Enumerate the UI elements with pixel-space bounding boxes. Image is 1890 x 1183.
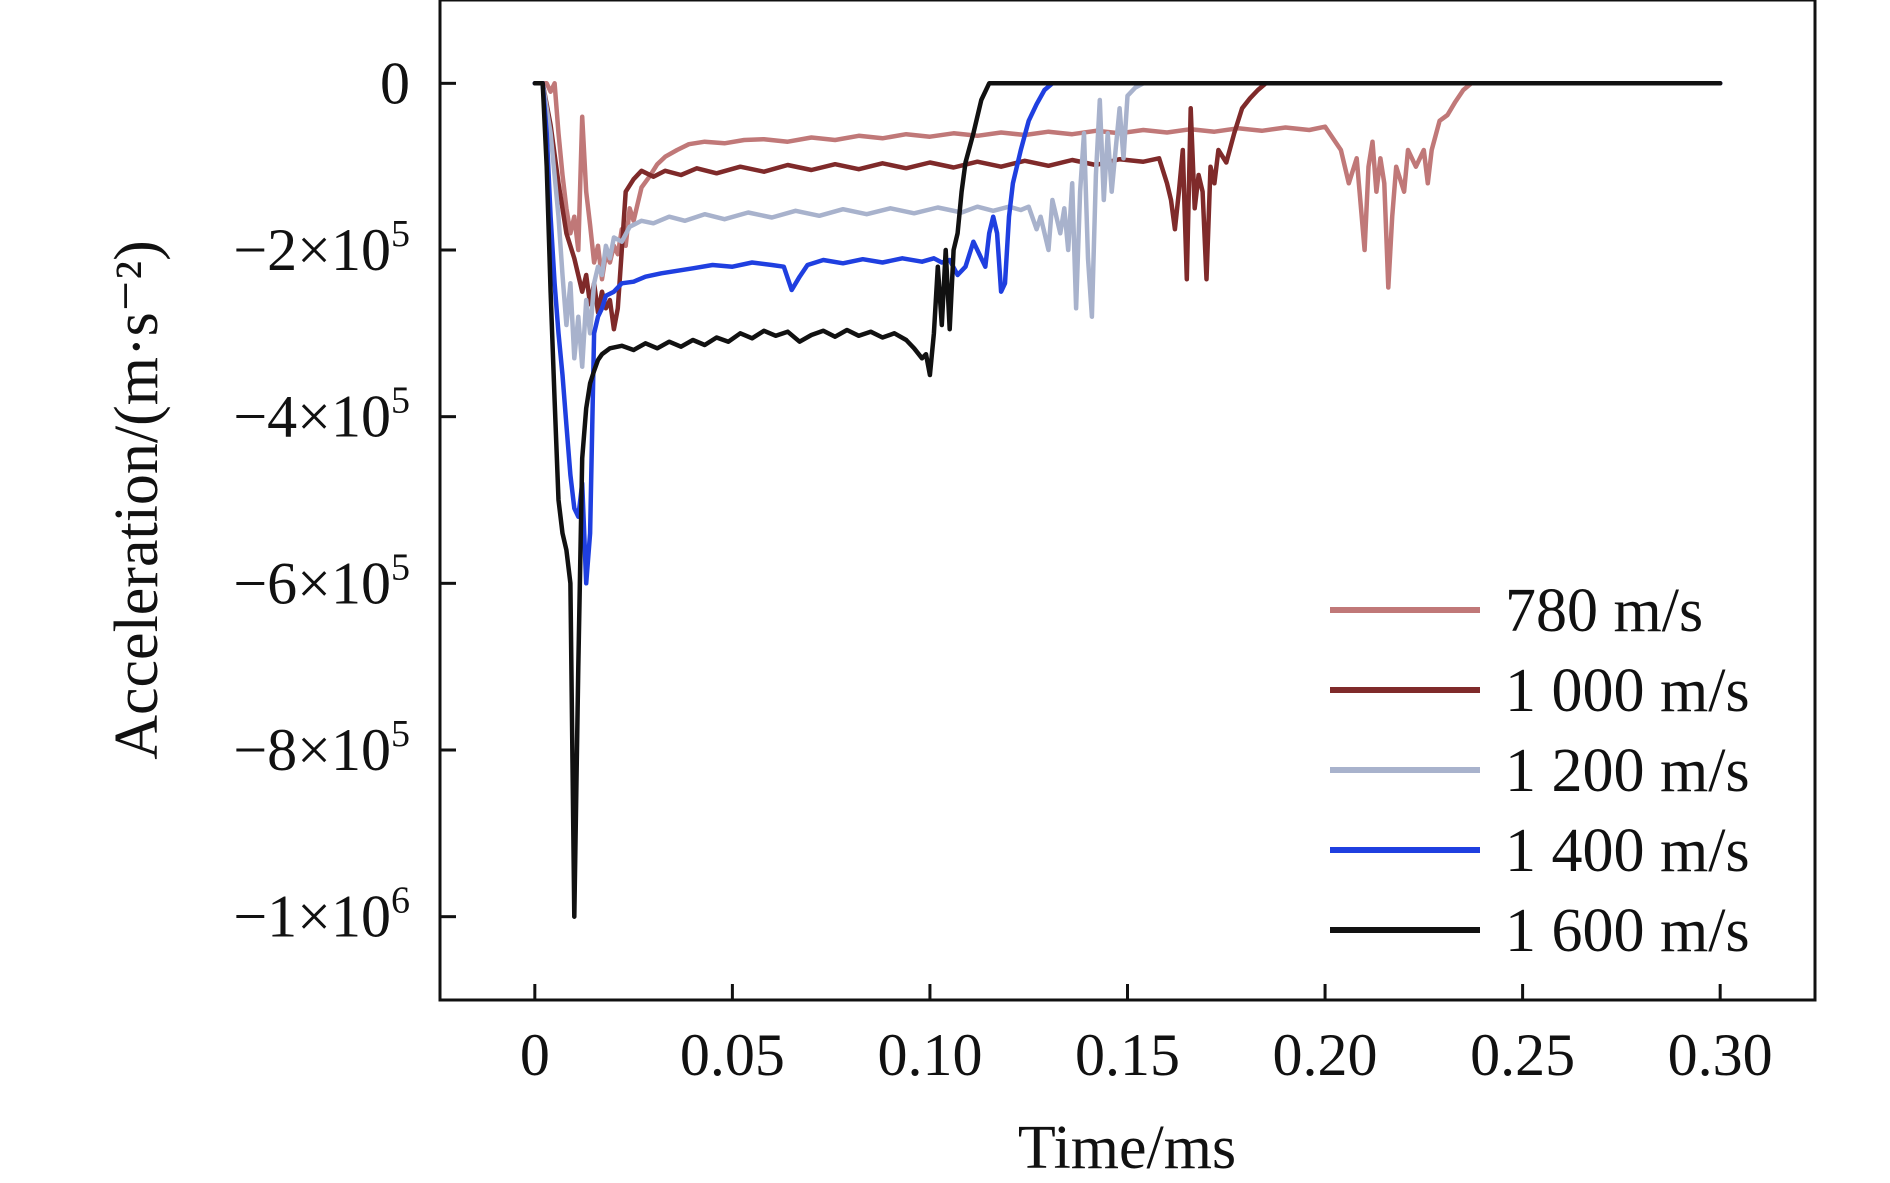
legend-label-4: 1 600 m/s	[1505, 897, 1750, 965]
ticks-layer: 0 0.05 0.10 0.15 0.20 0.25 0.30 0 −2×105 −4×105 −6…	[233, 50, 1772, 1088]
series-layer	[532, 81, 1723, 919]
x-tick-label-1: 0.05	[680, 1022, 785, 1088]
legend: 780 m/s 1 000 m/s 1 200 m/s 1 400 m/s 1 600 …	[1330, 577, 1750, 965]
series-line-2	[532, 81, 1723, 369]
y-tick-label-4: −8×105	[233, 713, 410, 783]
y-axis-title: Acceleration/(m·s⁻²)	[103, 240, 171, 760]
y-tick-label-1: −2×105	[233, 213, 410, 283]
x-tick-label-2: 0.10	[877, 1022, 982, 1088]
legend-label-3: 1 400 m/s	[1505, 817, 1750, 885]
series-line-4	[532, 81, 1723, 919]
x-tick-label-6: 0.30	[1668, 1022, 1773, 1088]
legend-label-1: 1 000 m/s	[1505, 657, 1750, 725]
x-tick-label-4: 0.20	[1273, 1022, 1378, 1088]
x-axis-title: Time/ms	[1018, 1114, 1236, 1182]
legend-label-0: 780 m/s	[1505, 577, 1703, 645]
series-line-1	[532, 81, 1723, 332]
x-tick-label-0: 0	[520, 1022, 550, 1088]
y-tick-label-5: −1×106	[233, 880, 410, 950]
legend-label-2: 1 200 m/s	[1505, 737, 1750, 805]
y-tick-label-0: 0	[380, 50, 410, 116]
x-tick-label-3: 0.15	[1075, 1022, 1180, 1088]
y-tick-label-2: −4×105	[233, 380, 410, 450]
x-tick-label-5: 0.25	[1470, 1022, 1575, 1088]
series-line-3	[532, 81, 1723, 586]
series-line-0	[532, 81, 1723, 290]
y-tick-label-3: −6×105	[233, 546, 410, 616]
